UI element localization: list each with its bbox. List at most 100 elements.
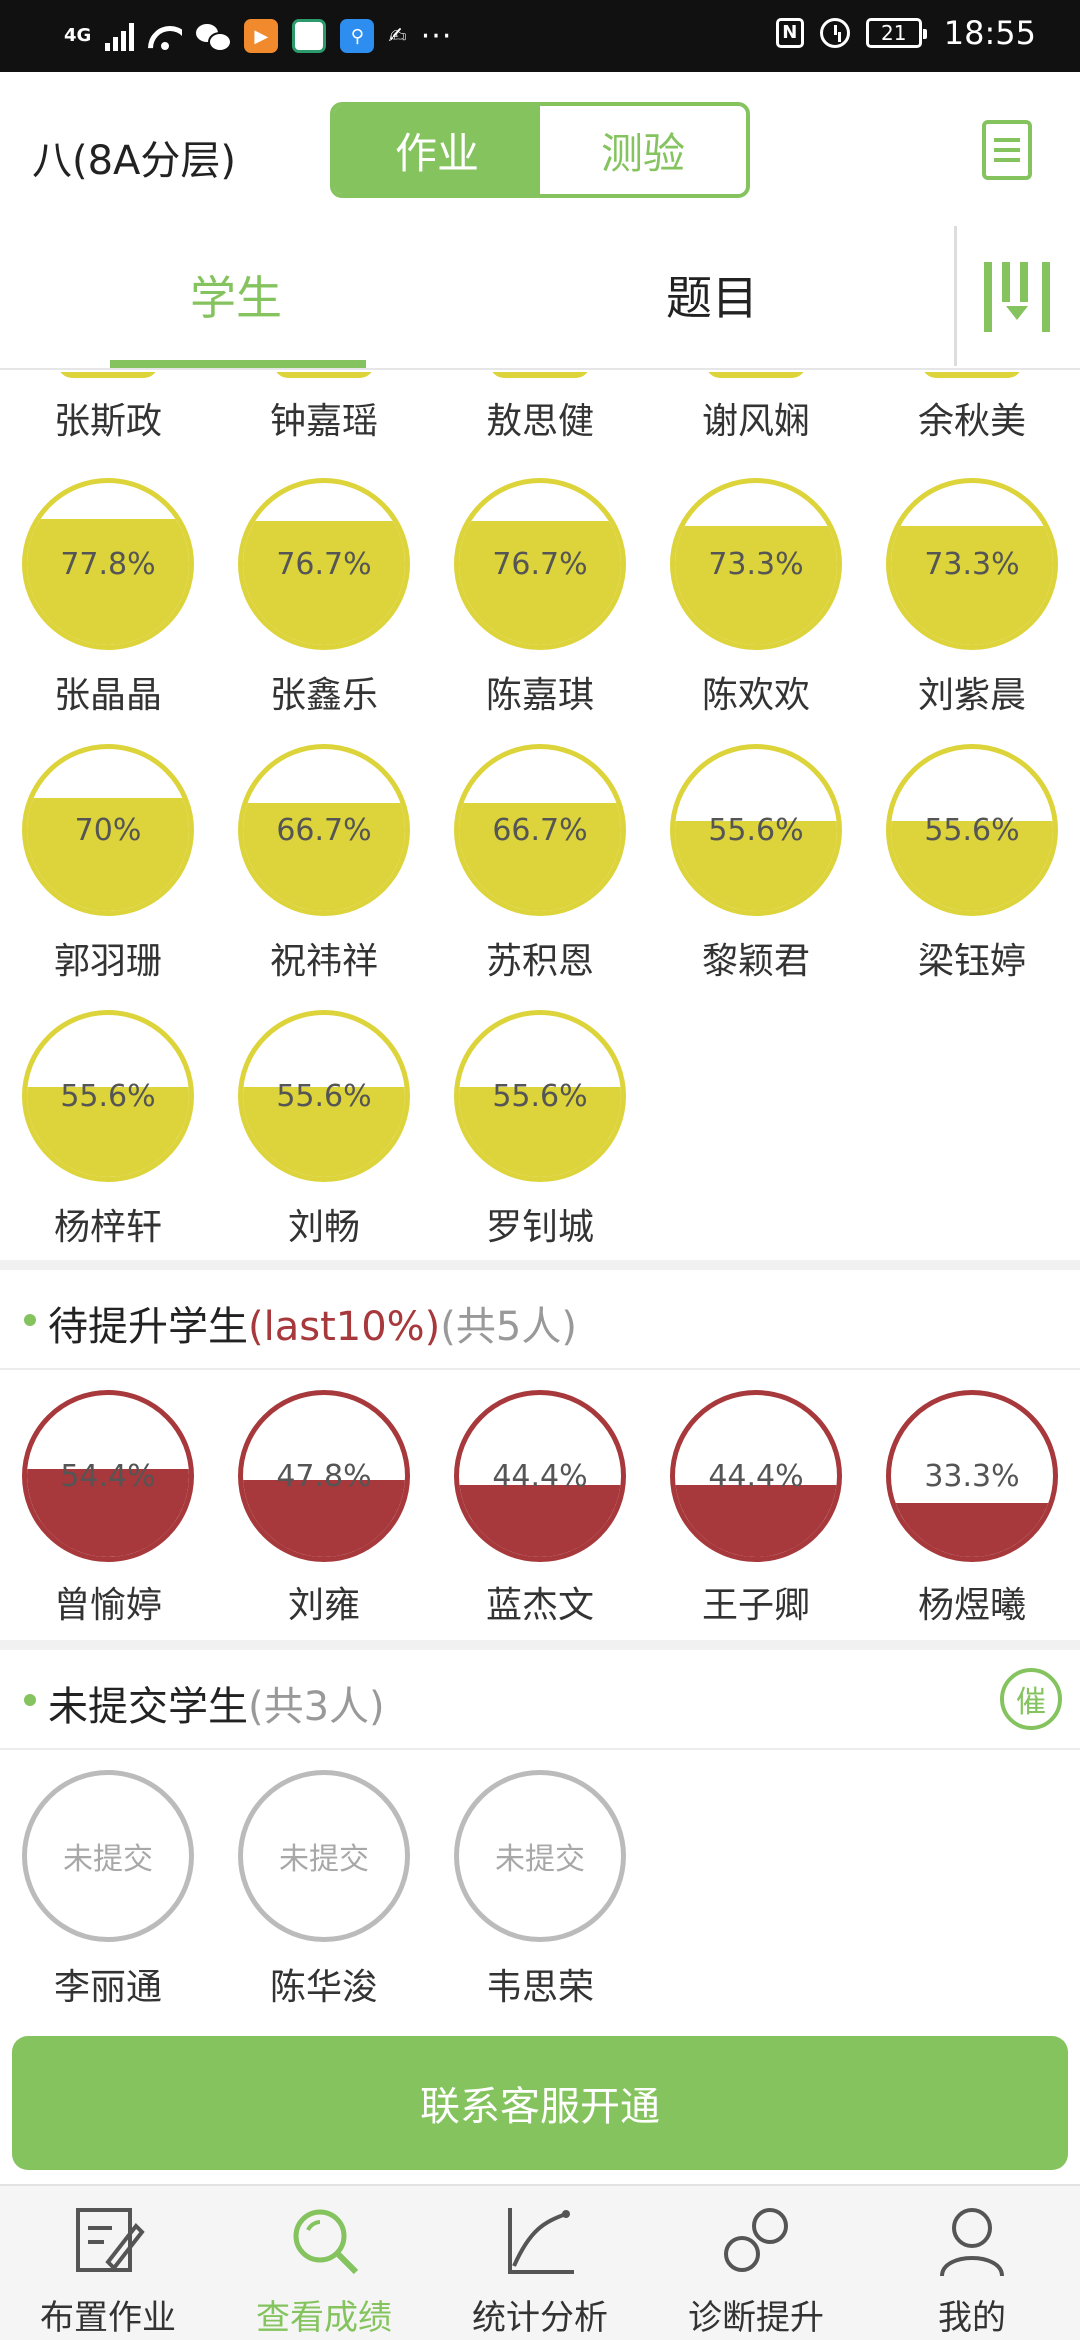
score-label: 77.8%	[60, 546, 156, 582]
search-icon	[293, 2209, 359, 2275]
score-gauge: 55.6%	[454, 1010, 626, 1182]
score-gauge: 54.4%	[22, 1390, 194, 1562]
score-fill	[891, 526, 1053, 645]
nav-view-scores[interactable]: 查看成绩	[216, 2186, 432, 2340]
nav-assign-homework[interactable]: 布置作业	[0, 2186, 216, 2340]
unsubmitted-section-header: 未提交学生(共3人) 催	[0, 1640, 1080, 1750]
score-fill	[243, 1479, 405, 1557]
improve-section-count: (共5人)	[440, 1304, 577, 1350]
score-label: 66.7%	[276, 812, 372, 848]
score-label: 55.6%	[60, 1078, 156, 1114]
search-app-icon: ⚲	[340, 19, 375, 53]
student-name: 钟嘉瑶	[269, 401, 378, 442]
clock: 18:55	[943, 14, 1036, 52]
unsubmitted-circle: 未提交	[22, 1770, 194, 1942]
score-gauge: 47.8%	[238, 1390, 410, 1562]
score-fill	[27, 518, 189, 645]
score-gauge: 55.6%	[22, 1010, 194, 1182]
student-name: 杨梓轩	[53, 1207, 162, 1248]
score-gauge: 73.3%	[886, 478, 1058, 650]
diagnose-icon	[724, 2208, 788, 2272]
unsubmitted-section-count: (共3人)	[248, 1684, 385, 1730]
segment-homework[interactable]: 作业	[334, 106, 540, 194]
tab-students[interactable]: 学生	[190, 271, 282, 325]
score-label: 70%	[74, 812, 142, 848]
score-gauge: 73.3%	[670, 478, 842, 650]
nav-diagnose[interactable]: 诊断提升	[648, 2186, 864, 2340]
score-fill	[243, 1086, 405, 1177]
person-icon	[940, 2208, 1004, 2277]
score-gauge: 77.8%	[22, 478, 194, 650]
homework-quiz-toggle: 作业 测验	[330, 102, 750, 198]
status-label: 未提交	[495, 1842, 585, 1877]
more-notifications-icon: ···	[420, 18, 453, 54]
student-name: 刘雍	[287, 1585, 360, 1626]
tab-questions[interactable]: 题目	[666, 271, 758, 325]
view-tabs: 学生 题目	[0, 222, 1080, 370]
student-name: 韦思荣	[485, 1967, 594, 2008]
score-fill	[459, 520, 621, 645]
divider	[954, 226, 957, 366]
improve-section-header: 待提升学生(last10%)(共5人)	[0, 1260, 1080, 1370]
score-fill	[27, 1468, 189, 1557]
alarm-icon	[819, 18, 850, 48]
student-name: 曾愉婷	[53, 1585, 162, 1626]
score-gauge	[706, 372, 806, 378]
score-gauge	[274, 372, 374, 378]
sort-filter-icon[interactable]	[984, 262, 1050, 332]
student-name: 王子卿	[701, 1585, 810, 1626]
wechat-icon	[196, 22, 233, 52]
nfc-icon: N	[775, 18, 804, 48]
score-label: 47.8%	[276, 1458, 372, 1494]
student-score-list[interactable]: 张斯政 钟嘉瑶 敖思健 谢风娴 余秋美 77.8% 张晶晶 76.7% 张鑫乐 76.7% 陈嘉琪…	[0, 372, 1080, 2032]
student-name: 刘紫晨	[917, 675, 1026, 716]
score-fill	[27, 797, 189, 911]
battery-icon: 21	[865, 18, 927, 48]
app-header: 八(8A分层) 作业 测验	[0, 72, 1080, 222]
edit-icon	[76, 2208, 145, 2272]
score-fill	[243, 802, 405, 911]
score-gauge	[58, 372, 158, 378]
student-name: 罗钊城	[485, 1207, 594, 1248]
urge-alarm-icon[interactable]: 催	[1000, 1668, 1062, 1730]
status-label: 未提交	[63, 1842, 153, 1877]
network-type: 4G	[64, 25, 92, 46]
score-gauge: 44.4%	[454, 1390, 626, 1562]
nav-label: 查看成绩	[256, 2298, 392, 2338]
score-gauge: 66.7%	[238, 744, 410, 916]
student-name: 郭羽珊	[53, 941, 162, 982]
unsubmitted-circle: 未提交	[454, 1770, 626, 1942]
class-name[interactable]: 八(8A分层)	[32, 138, 237, 184]
student-name: 张鑫乐	[269, 675, 378, 716]
score-fill	[459, 1086, 621, 1177]
score-label: 55.6%	[276, 1078, 372, 1114]
score-gauge: 76.7%	[454, 478, 626, 650]
chart-icon	[508, 2208, 574, 2274]
student-name: 陈欢欢	[701, 675, 810, 716]
video-app-icon: ▶	[244, 19, 279, 53]
status-label: 未提交	[279, 1842, 369, 1877]
score-fill	[675, 820, 837, 911]
score-fill	[243, 520, 405, 645]
contact-service-button[interactable]: 联系客服开通	[12, 2036, 1068, 2170]
school-app-icon	[292, 19, 327, 53]
student-name: 张斯政	[53, 401, 162, 442]
score-gauge: 70%	[22, 744, 194, 916]
score-label: 54.4%	[60, 1458, 156, 1494]
segment-quiz[interactable]: 测验	[540, 106, 746, 194]
nav-statistics[interactable]: 统计分析	[432, 2186, 648, 2340]
report-document-icon[interactable]	[982, 120, 1032, 180]
student-name: 刘畅	[287, 1207, 360, 1248]
study-app-icon: ✍	[388, 23, 407, 49]
student-name: 陈嘉琪	[485, 675, 594, 716]
status-bar: 4G ▶ ⚲ ✍ ··· N 21 18:55	[0, 0, 1080, 72]
wifi-icon	[148, 22, 182, 50]
student-name: 祝祎祥	[269, 941, 378, 982]
student-name: 苏积恩	[485, 941, 594, 982]
section-bullet	[24, 1314, 36, 1326]
section-bullet	[24, 1694, 36, 1706]
nav-label: 统计分析	[472, 2298, 608, 2338]
student-name: 杨煜曦	[917, 1585, 1026, 1626]
score-label: 55.6%	[924, 812, 1020, 848]
nav-mine[interactable]: 我的	[864, 2186, 1080, 2340]
